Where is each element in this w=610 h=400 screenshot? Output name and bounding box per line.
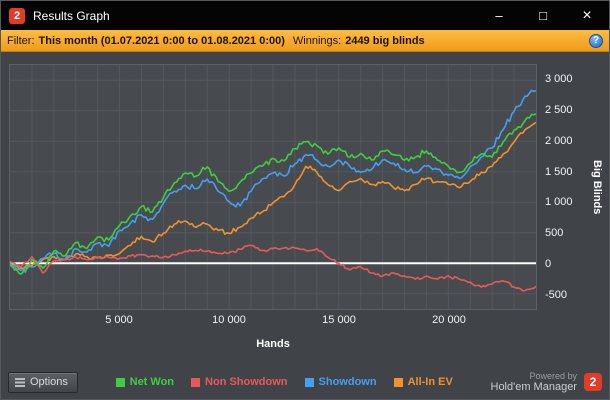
chart-legend: Net Won Non Showdown Showdown All-In EV (115, 376, 453, 388)
brand-name: Hold'em Manager (490, 380, 577, 393)
y-tick-label: 500 (545, 227, 564, 240)
maximize-button[interactable]: □ (539, 8, 547, 23)
x-axis-title: Hands (256, 338, 290, 350)
y-axis-title-wrap: Big Blinds (589, 64, 605, 310)
legend-item: Non Showdown (191, 376, 288, 388)
y-tick-label: 2 500 (545, 104, 573, 117)
filter-range: This month (01.07.2021 0:00 to 01.08.202… (38, 34, 285, 47)
window-controls: – □ × (477, 1, 609, 30)
chart-area: 3 000 2 500 2 000 1 500 1 000 500 0 -500 Big Bl… (1, 52, 609, 365)
close-button[interactable]: × (582, 6, 592, 24)
x-tick-label: 15 000 (322, 314, 356, 326)
legend-swatch (191, 377, 201, 387)
options-icon (15, 378, 25, 387)
y-axis-title: Big Blinds (591, 159, 603, 215)
winnings-label: Winnings: (292, 34, 342, 47)
legend-swatch (115, 377, 125, 387)
legend-label: Non Showdown (205, 376, 288, 388)
x-tick-label: 10 000 (212, 314, 246, 326)
y-tick-label: 0 (545, 257, 552, 270)
legend-label: All-In EV (407, 376, 453, 388)
legend-item: Net Won (115, 376, 175, 388)
legend-item: Showdown (304, 376, 377, 388)
powered-by-block: Powered by Hold'em Manager 2 (491, 371, 602, 394)
app-logo-icon: 2 (9, 7, 25, 24)
powered-by-text: Powered by (529, 370, 577, 381)
y-axis: 3 000 2 500 2 000 1 500 1 000 500 0 -500 (545, 64, 585, 310)
filter-label: Filter: (7, 34, 35, 47)
legend-swatch (393, 377, 403, 387)
y-tick-label: -500 (545, 288, 568, 301)
bottom-bar: Options Net Won Non Showdown Showdown All-I… (1, 365, 609, 399)
minimize-button[interactable]: – (495, 8, 503, 23)
title-bar: 2 Results Graph – □ × (1, 1, 609, 30)
x-axis: 5 000 10 000 15 000 20 000 (9, 314, 537, 328)
y-tick-label: 1 500 (545, 165, 573, 178)
plot-area[interactable] (9, 64, 537, 310)
options-button[interactable]: Options (8, 371, 78, 393)
legend-swatch (304, 377, 314, 387)
options-button-label: Options (30, 376, 68, 388)
help-icon[interactable]: ? (589, 33, 603, 48)
legend-label: Showdown (318, 376, 377, 388)
y-tick-label: 2 000 (545, 134, 573, 147)
brand-logo-icon: 2 (583, 372, 602, 391)
y-tick-label: 1 000 (545, 196, 573, 209)
x-tick-label: 20 000 (432, 314, 466, 326)
legend-label: Net Won (129, 376, 175, 388)
winnings-value: 2449 big blinds (345, 34, 425, 47)
window-title: Results Graph (33, 8, 110, 23)
legend-item: All-In EV (393, 376, 453, 388)
y-tick-label: 3 000 (545, 73, 573, 86)
results-chart[interactable] (10, 65, 536, 309)
x-tick-label: 5 000 (105, 314, 133, 326)
filter-bar[interactable]: Filter: This month (01.07.2021 0:00 to 0… (1, 30, 609, 52)
